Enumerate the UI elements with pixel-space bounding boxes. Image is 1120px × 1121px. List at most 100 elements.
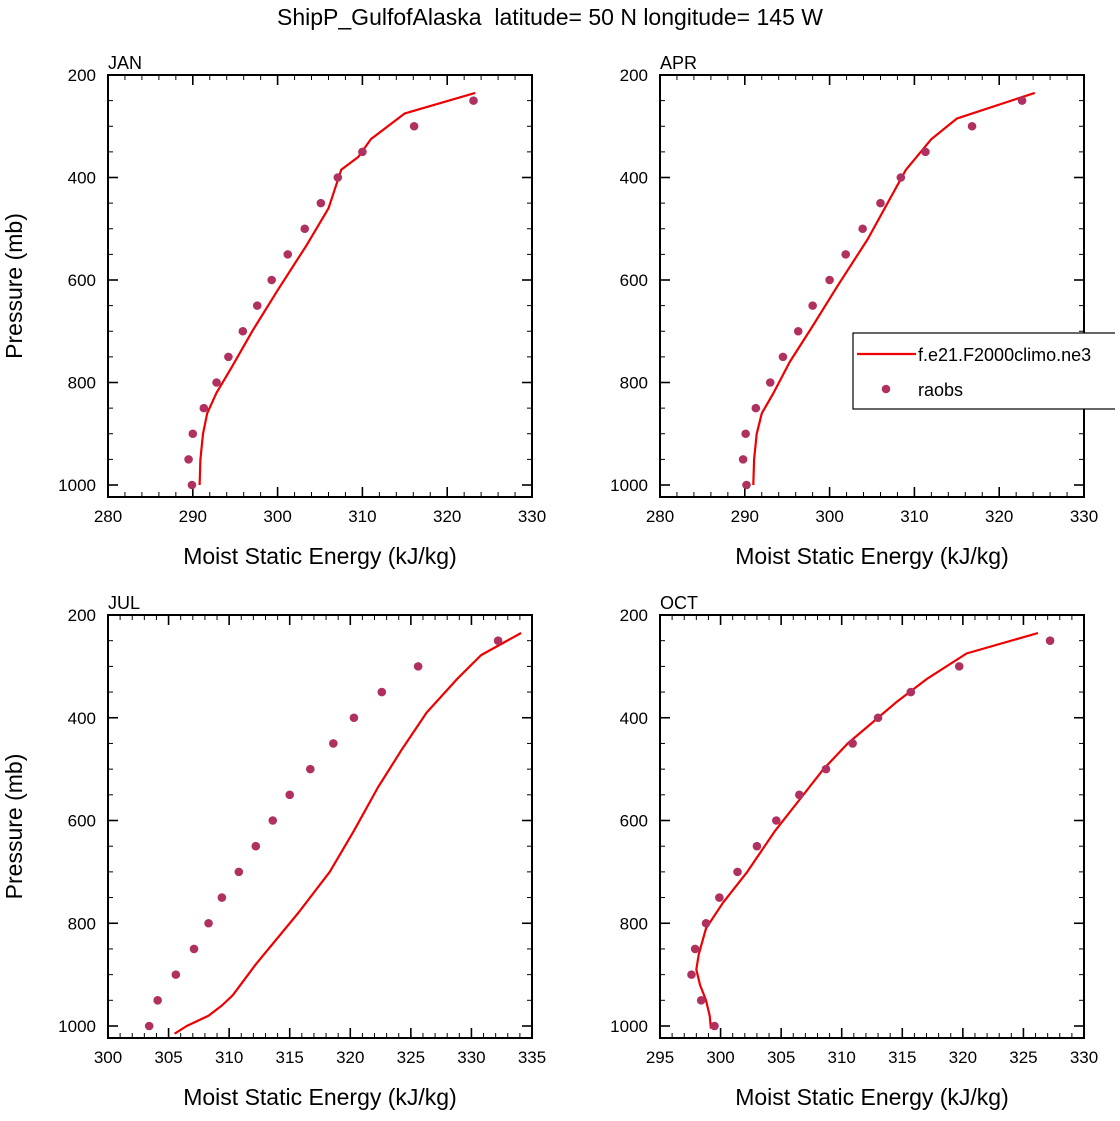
raobs-point [204, 918, 213, 928]
raobs-point [184, 455, 193, 464]
raobs-point [144, 1021, 154, 1031]
x-tick-label: 300 [263, 507, 291, 526]
y-tick-label: 800 [620, 374, 648, 393]
figure-title: ShipP_GulfofAlaska latitude= 50 N longit… [277, 4, 823, 30]
raobs-point [954, 662, 964, 671]
y-tick-label: 800 [68, 374, 96, 393]
legend: f.e21.F2000climo.ne3 raobs [852, 332, 1115, 410]
plot-frame [659, 614, 1085, 1039]
raobs-point [848, 739, 857, 748]
y-tick-label: 200 [620, 66, 648, 85]
y-tick-label: 400 [620, 169, 648, 188]
x-tick-label: 305 [767, 1048, 795, 1067]
raobs-point [921, 147, 930, 157]
x-axis-title: Moist Static Energy (kJ/kg) [735, 1084, 1009, 1110]
raobs-point [285, 790, 295, 800]
x-tick-label: 320 [949, 1048, 977, 1067]
y-axis-title: Pressure (mb) [1, 754, 27, 900]
y-tick-label: 600 [620, 271, 648, 290]
raobs-point [696, 996, 706, 1005]
x-tick-label: 305 [154, 1048, 182, 1067]
raobs-point [738, 455, 748, 464]
y-tick-label: 200 [620, 606, 648, 625]
raobs-point [742, 480, 751, 490]
panel-label: OCT [660, 593, 698, 613]
y-tick-label: 400 [68, 709, 96, 728]
x-tick-label: 300 [815, 507, 843, 526]
plot-frame [107, 74, 533, 498]
x-tick-label: 300 [94, 1048, 122, 1067]
x-tick-label: 280 [94, 507, 122, 526]
y-tick-label: 800 [620, 914, 648, 933]
raobs-point [808, 301, 817, 310]
raobs-point [283, 250, 293, 259]
raobs-point [267, 275, 276, 285]
model-line [752, 91, 1036, 486]
raobs-point [690, 944, 700, 954]
y-tick-label: 1000 [58, 1017, 96, 1036]
raobs-point [795, 790, 804, 800]
raobs-point [765, 378, 775, 387]
raobs-point [858, 224, 867, 234]
raobs-point [751, 403, 761, 413]
y-tick-label: 600 [620, 812, 648, 831]
raobs-point [967, 121, 977, 131]
legend-box [852, 332, 1115, 410]
x-tick-label: 330 [518, 507, 546, 526]
raobs-point [300, 224, 310, 234]
y-tick-label: 600 [68, 271, 96, 290]
raobs-point [329, 739, 338, 748]
raobs-point [906, 687, 916, 697]
plot-frame [659, 74, 1085, 498]
panel-oct: 295 300 305 310 315 320 325 330 200 400 600 800 1000… [610, 593, 1098, 1110]
raobs-point [153, 996, 162, 1005]
panel-apr: 280 290 300 310 320 330 200 400 600 800 1000 APR Moi… [610, 53, 1098, 569]
raobs-point [873, 713, 883, 723]
raobs-point [1017, 96, 1027, 105]
x-tick-label: 330 [1070, 1048, 1098, 1067]
raobs-point [358, 147, 367, 157]
raobs-point [349, 713, 359, 723]
y-tick-label: 400 [68, 169, 96, 188]
y-tick-label: 200 [68, 66, 96, 85]
raobs-point [469, 96, 478, 105]
raobs-point [187, 480, 197, 490]
raobs-point [841, 250, 851, 259]
panel-label: JAN [108, 53, 142, 73]
y-tick-label: 800 [68, 914, 96, 933]
raobs-point [793, 326, 803, 336]
raobs-point [268, 816, 278, 825]
raobs-point [733, 867, 742, 877]
x-tick-label: 300 [706, 1048, 734, 1067]
x-tick-label: 310 [900, 507, 928, 526]
x-tick-label: 330 [457, 1048, 485, 1067]
panel-jan: 280 290 300 310 320 330 200 400 600 800 1000 JAN Moi… [1, 53, 546, 569]
legend-obs-label: raobs [918, 380, 963, 400]
y-tick-label: 200 [68, 606, 96, 625]
x-tick-label: 325 [397, 1048, 425, 1067]
x-tick-label: 310 [348, 507, 376, 526]
raobs-point [701, 918, 711, 928]
y-tick-label: 1000 [610, 1017, 648, 1036]
raobs-point [876, 198, 885, 208]
raobs-point [715, 893, 724, 902]
plot-frame [107, 614, 533, 1039]
x-tick-label: 320 [433, 507, 461, 526]
legend-model-label: f.e21.F2000climo.ne3 [918, 345, 1091, 365]
raobs-point [316, 198, 326, 208]
raobs-point [251, 841, 261, 851]
raobs-point [778, 352, 788, 362]
y-tick-label: 400 [620, 709, 648, 728]
model-line [198, 91, 476, 486]
raobs-point [217, 893, 227, 902]
x-tick-label: 290 [179, 507, 207, 526]
x-tick-label: 320 [985, 507, 1013, 526]
x-tick-label: 315 [276, 1048, 304, 1067]
raobs-point [687, 970, 696, 979]
raobs-point [333, 173, 343, 182]
x-tick-label: 335 [518, 1048, 546, 1067]
raobs-point [825, 275, 834, 285]
raobs-point [212, 378, 221, 387]
raobs-point [413, 662, 423, 671]
